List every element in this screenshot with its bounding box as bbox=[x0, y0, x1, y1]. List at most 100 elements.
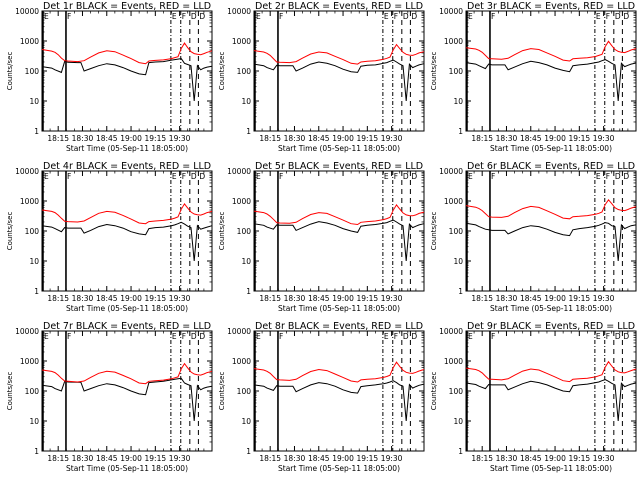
marker-label: E bbox=[256, 12, 261, 21]
panel-title: Det 2r BLACK = Events, RED = LLD bbox=[255, 1, 423, 12]
x-tick-label: 19:00 bbox=[120, 134, 142, 143]
y-tick-label: 100 bbox=[237, 67, 252, 76]
x-tick-label: 18:15 bbox=[471, 454, 493, 463]
y-tick-label: 1000 bbox=[444, 197, 463, 206]
marker-label: E bbox=[384, 12, 389, 21]
series-events-line bbox=[465, 379, 637, 422]
x-tick-label: 18:45 bbox=[96, 134, 118, 143]
series-events-line bbox=[465, 59, 637, 102]
x-tick-label: 19:30 bbox=[169, 454, 191, 463]
y-tick-label: 1 bbox=[458, 127, 463, 136]
x-tick-label: 19:15 bbox=[145, 134, 167, 143]
marker-label: D bbox=[411, 12, 417, 21]
x-tick-label: 18:30 bbox=[72, 294, 94, 303]
series-lld-line bbox=[41, 203, 213, 225]
y-tick-label: 10 bbox=[241, 417, 251, 426]
panel-title: Det 6r BLACK = Events, RED = LLD bbox=[467, 161, 635, 172]
y-tick-label: 10000 bbox=[227, 7, 251, 16]
y-tick-label: 1 bbox=[246, 127, 251, 136]
marker-label: F bbox=[279, 332, 283, 341]
series-events-line bbox=[465, 222, 637, 262]
plot-frame bbox=[465, 330, 637, 452]
y-tick-label: 1000 bbox=[20, 37, 39, 46]
y-tick-label: 10000 bbox=[439, 7, 463, 16]
y-tick-label: 100 bbox=[449, 387, 464, 396]
panel-det-8: Det 8r BLACK = Events, RED = LLD Counts/s… bbox=[218, 321, 425, 473]
marker-label: D bbox=[623, 172, 629, 181]
y-tick-label: 10 bbox=[453, 97, 463, 106]
y-axis-label: Counts/sec bbox=[218, 212, 226, 251]
x-tick-label: 18:45 bbox=[308, 294, 330, 303]
x-tick-label: 19:00 bbox=[120, 454, 142, 463]
x-tick-label: 18:45 bbox=[520, 294, 542, 303]
x-tick-label: 19:30 bbox=[169, 294, 191, 303]
plot-frame bbox=[253, 330, 425, 452]
x-tick-label: 19:15 bbox=[569, 294, 591, 303]
x-tick-label: 19:15 bbox=[569, 134, 591, 143]
marker-label: D bbox=[191, 172, 197, 181]
panel-det-6: Det 6r BLACK = Events, RED = LLD Counts/s… bbox=[430, 161, 637, 313]
x-tick-label: 19:30 bbox=[593, 294, 615, 303]
panel-title: Det 3r BLACK = Events, RED = LLD bbox=[467, 1, 635, 12]
y-tick-label: 1 bbox=[246, 287, 251, 296]
y-tick-label: 1000 bbox=[232, 197, 251, 206]
y-tick-label: 100 bbox=[25, 227, 40, 236]
marker-label: F bbox=[182, 332, 186, 341]
y-tick-label: 1000 bbox=[232, 37, 251, 46]
y-axis-label: Counts/sec bbox=[430, 212, 438, 251]
marker-label: D bbox=[199, 332, 205, 341]
marker-label: F bbox=[394, 332, 398, 341]
marker-label: E bbox=[44, 172, 49, 181]
series-lld-line bbox=[465, 40, 637, 62]
x-tick-label: 18:15 bbox=[259, 134, 281, 143]
y-tick-label: 1 bbox=[34, 127, 39, 136]
y-axis-label: Counts/sec bbox=[430, 372, 438, 411]
y-tick-label: 100 bbox=[449, 227, 464, 236]
marker-label: F bbox=[491, 332, 495, 341]
marker-label: D bbox=[199, 172, 205, 181]
series-events-line bbox=[253, 59, 425, 102]
marker-label: D bbox=[191, 12, 197, 21]
y-tick-label: 1 bbox=[34, 287, 39, 296]
panel-det-2: Det 2r BLACK = Events, RED = LLD Counts/s… bbox=[218, 1, 425, 153]
marker-label: E bbox=[384, 172, 389, 181]
x-axis-label: Start Time (05-Sep-11 18:05:00) bbox=[278, 144, 400, 153]
x-axis-label: Start Time (05-Sep-11 18:05:00) bbox=[66, 144, 188, 153]
y-tick-label: 100 bbox=[237, 387, 252, 396]
series-lld-line bbox=[253, 43, 425, 65]
series-events-line bbox=[41, 58, 213, 102]
marker-label: F bbox=[182, 172, 186, 181]
y-tick-label: 100 bbox=[25, 387, 40, 396]
marker-label: D bbox=[623, 12, 629, 21]
y-axis-label: Counts/sec bbox=[218, 52, 226, 91]
marker-label: D bbox=[615, 172, 621, 181]
marker-label: F bbox=[491, 172, 495, 181]
plot-frame bbox=[41, 170, 213, 292]
x-tick-label: 18:30 bbox=[496, 294, 518, 303]
y-tick-label: 10 bbox=[241, 97, 251, 106]
plot-frame bbox=[41, 10, 213, 132]
marker-label: D bbox=[403, 12, 409, 21]
series-lld-line bbox=[465, 198, 637, 220]
y-tick-label: 10 bbox=[29, 417, 39, 426]
y-tick-label: 1 bbox=[458, 447, 463, 456]
x-tick-label: 19:00 bbox=[332, 134, 354, 143]
panel-det-9: Det 9r BLACK = Events, RED = LLD Counts/s… bbox=[430, 321, 637, 473]
marker-label: D bbox=[411, 172, 417, 181]
x-tick-label: 18:45 bbox=[308, 134, 330, 143]
marker-label: F bbox=[606, 172, 610, 181]
x-tick-label: 18:45 bbox=[96, 294, 118, 303]
x-tick-label: 18:45 bbox=[96, 454, 118, 463]
panel-det-7: Det 7r BLACK = Events, RED = LLD Counts/s… bbox=[6, 321, 213, 473]
y-tick-label: 1000 bbox=[444, 37, 463, 46]
series-lld-line bbox=[41, 42, 213, 65]
y-tick-label: 10 bbox=[29, 257, 39, 266]
series-events-line bbox=[41, 377, 213, 422]
y-axis-label: Counts/sec bbox=[6, 372, 14, 411]
x-axis-label: Start Time (05-Sep-11 18:05:00) bbox=[490, 144, 612, 153]
marker-label: D bbox=[411, 332, 417, 341]
y-tick-label: 10000 bbox=[15, 327, 39, 336]
marker-label: D bbox=[615, 12, 621, 21]
series-events-line bbox=[253, 219, 425, 262]
plot-frame bbox=[41, 330, 213, 452]
